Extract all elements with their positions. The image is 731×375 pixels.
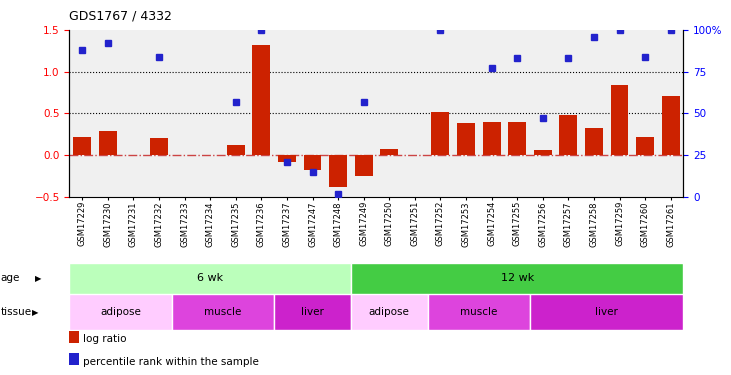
Bar [351,294,428,330]
Bar [150,138,168,155]
Text: 12 wk: 12 wk [501,273,534,284]
Bar [428,294,530,330]
Bar [508,122,526,155]
Text: muscle: muscle [204,307,242,317]
Text: ▶: ▶ [32,308,39,316]
Text: GDS1767 / 4332: GDS1767 / 4332 [69,9,173,22]
Bar [559,115,577,155]
Bar [73,137,91,155]
Text: muscle: muscle [460,307,498,317]
Bar [99,131,117,155]
Bar [431,112,450,155]
Bar [380,149,398,155]
Text: ▶: ▶ [35,274,42,283]
Bar [636,137,654,155]
Text: adipose: adipose [100,307,141,317]
Text: liver: liver [595,307,618,317]
Bar [585,129,603,155]
Bar [329,155,347,187]
Bar [662,96,680,155]
Bar [274,294,351,330]
Bar [355,155,373,176]
Text: adipose: adipose [369,307,409,317]
Bar [303,155,322,170]
Bar [534,150,552,155]
Bar [278,155,296,162]
Text: tissue: tissue [1,307,32,317]
Bar [610,85,629,155]
Bar [530,294,683,330]
Bar [227,145,245,155]
Text: log ratio: log ratio [83,334,126,345]
Text: percentile rank within the sample: percentile rank within the sample [83,357,259,367]
Text: age: age [1,273,20,284]
Bar [69,353,79,365]
Text: 6 wk: 6 wk [197,273,223,284]
Bar [482,122,501,155]
Bar [351,262,683,294]
Bar [172,294,274,330]
Bar [457,123,475,155]
Bar [69,262,351,294]
Bar [69,331,79,343]
Bar [252,45,270,155]
Text: liver: liver [301,307,324,317]
Bar [69,294,172,330]
